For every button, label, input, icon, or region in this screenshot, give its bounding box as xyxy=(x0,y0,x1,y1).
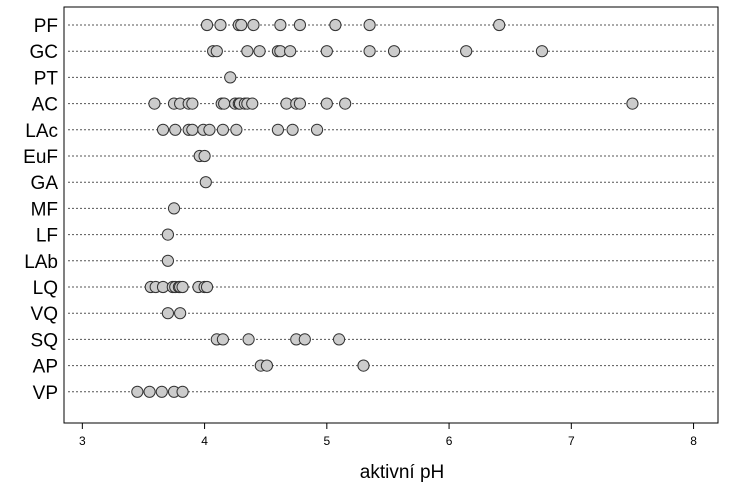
x-axis-label: aktivní pH xyxy=(360,462,444,483)
data-point xyxy=(626,97,639,110)
category-label: AP xyxy=(33,357,58,378)
category-label: LAc xyxy=(25,121,58,142)
category-label: AC xyxy=(32,95,58,116)
category-label: VP xyxy=(33,383,58,404)
data-point xyxy=(246,97,259,110)
category-label: GC xyxy=(30,42,59,63)
x-tick-label: 4 xyxy=(201,434,208,448)
x-tick-label: 3 xyxy=(79,434,86,448)
x-tick-label: 5 xyxy=(323,434,330,448)
data-point xyxy=(214,18,227,32)
data-point xyxy=(210,45,223,58)
category-label: PF xyxy=(34,16,58,37)
category-label: LF xyxy=(36,226,58,247)
data-point xyxy=(242,333,255,346)
data-point xyxy=(298,333,311,346)
data-point xyxy=(148,97,161,110)
category-label: MF xyxy=(31,199,58,220)
data-point xyxy=(198,149,211,163)
data-point xyxy=(293,97,307,110)
data-point xyxy=(230,123,243,136)
data-point xyxy=(535,45,549,58)
data-point xyxy=(293,18,307,32)
grid-lines xyxy=(68,24,714,393)
data-point xyxy=(235,18,248,32)
data-point xyxy=(176,385,189,398)
data-point xyxy=(176,280,189,294)
data-point xyxy=(260,359,274,372)
plot-frame xyxy=(63,6,719,424)
data-point xyxy=(247,18,260,32)
data-point xyxy=(363,18,376,32)
data-point xyxy=(271,123,285,136)
data-point xyxy=(169,123,182,136)
category-label: EuF xyxy=(23,147,58,168)
x-tick-label: 6 xyxy=(446,434,453,448)
data-point xyxy=(339,97,352,110)
data-point xyxy=(329,18,342,32)
data-point xyxy=(284,45,297,58)
category-label: LQ xyxy=(33,278,58,299)
x-tick-label: 7 xyxy=(568,434,575,448)
category-label: LAb xyxy=(24,252,58,273)
data-point xyxy=(363,45,376,58)
data-points xyxy=(131,18,639,398)
data-point xyxy=(493,18,506,32)
data-point xyxy=(143,385,156,398)
data-point xyxy=(320,97,333,110)
data-point xyxy=(186,123,199,136)
category-label: SQ xyxy=(31,330,58,351)
data-point xyxy=(186,97,199,110)
category-label: PT xyxy=(34,68,59,89)
x-tick-label: 8 xyxy=(690,434,697,448)
data-point xyxy=(286,123,299,136)
data-point xyxy=(241,45,254,58)
data-point xyxy=(161,254,175,267)
data-point xyxy=(320,45,333,58)
data-point xyxy=(310,123,324,136)
category-label: VQ xyxy=(31,304,58,325)
data-point xyxy=(216,123,230,136)
data-point xyxy=(332,333,346,346)
data-point xyxy=(155,385,168,398)
data-point xyxy=(161,307,175,320)
data-point xyxy=(460,45,473,58)
data-point xyxy=(200,18,214,32)
data-point xyxy=(131,385,144,398)
category-label: GA xyxy=(31,173,59,194)
data-point xyxy=(203,123,216,136)
data-point xyxy=(218,97,231,110)
data-point xyxy=(174,307,187,320)
data-point xyxy=(199,176,212,189)
data-point xyxy=(387,45,401,58)
data-point xyxy=(216,333,230,346)
data-point xyxy=(357,359,370,372)
data-point xyxy=(253,45,266,58)
data-point xyxy=(274,18,287,32)
data-point xyxy=(156,123,170,136)
data-point xyxy=(200,280,214,294)
x-ticks: 3 4 5 6 7 8 xyxy=(79,423,697,448)
data-point xyxy=(224,71,237,84)
category-labels: PF GC PT AC LAc EuF GA MF LF LAb LQ VQ SQ AP VP xyxy=(23,16,58,404)
data-point xyxy=(167,202,181,215)
data-point xyxy=(161,228,175,241)
